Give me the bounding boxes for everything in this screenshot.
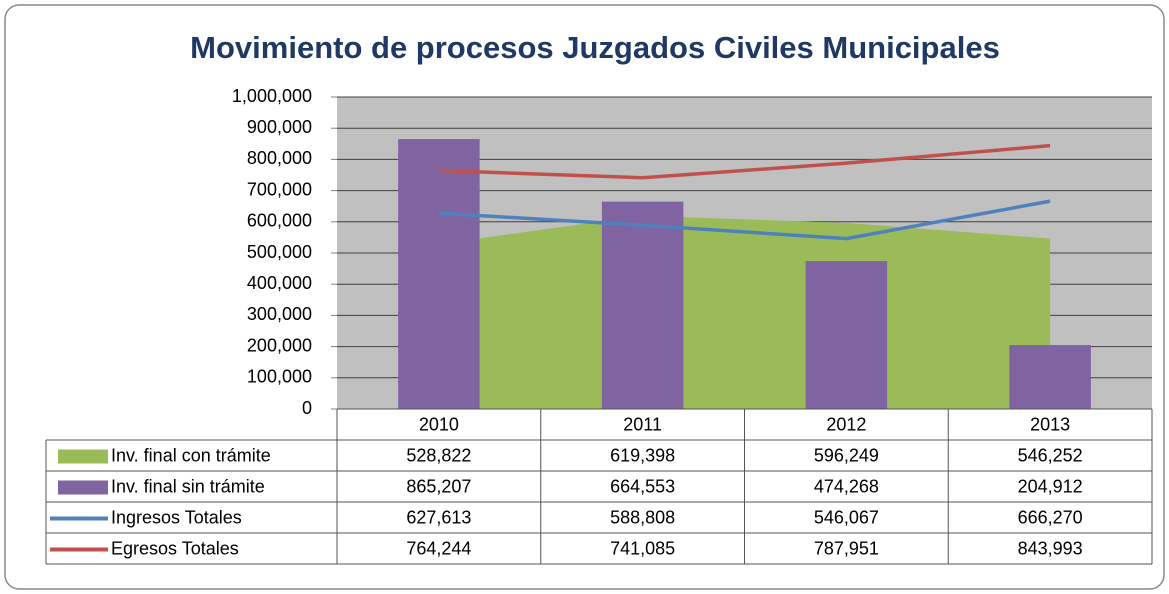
y-tick-label: 200,000: [247, 335, 312, 355]
table-value: 764,244: [406, 538, 471, 558]
line: [438, 143, 1051, 180]
area: [438, 215, 1051, 409]
table-value: 741,085: [610, 538, 675, 558]
table-value: 596,249: [814, 445, 879, 465]
legend-label: Inv. final sin trámite: [111, 476, 265, 496]
table-value: 666,270: [1018, 507, 1083, 527]
y-tick-label: 0: [302, 398, 312, 418]
table-value: 843,993: [1018, 538, 1083, 558]
table-value: 546,067: [814, 507, 879, 527]
y-tick-label: 800,000: [247, 148, 312, 168]
table-value: 787,951: [814, 538, 879, 558]
x-tick-label: 2011: [623, 414, 662, 434]
bar: [805, 261, 888, 409]
line: [438, 199, 1051, 241]
bar: [1009, 345, 1091, 409]
legend-key: [58, 480, 108, 495]
legend-key: [58, 449, 108, 464]
legend-label: Inv. final con trámite: [111, 445, 271, 465]
table-value: 474,268: [814, 476, 879, 496]
table-value: 627,613: [406, 507, 471, 527]
table-value: 865,207: [406, 476, 471, 496]
x-tick-label: 2013: [1030, 414, 1070, 434]
y-tick-label: 500,000: [247, 242, 312, 262]
table-value: 204,912: [1018, 476, 1083, 496]
y-tick-label: 700,000: [247, 179, 312, 199]
bar: [601, 201, 684, 409]
legend-label: Ingresos Totales: [111, 507, 242, 527]
table-value: 664,553: [610, 476, 675, 496]
chart-title: Movimiento de procesos Juzgados Civiles …: [190, 30, 1000, 65]
legend-label: Egresos Totales: [111, 538, 239, 558]
table-value: 619,398: [610, 445, 675, 465]
table-value: 588,808: [610, 507, 675, 527]
y-tick-label: 300,000: [247, 304, 312, 324]
table-value: 528,822: [406, 445, 471, 465]
y-tick-label: 400,000: [247, 273, 312, 293]
bar: [398, 139, 480, 409]
x-tick-label: 2012: [826, 414, 866, 434]
y-tick-label: 600,000: [247, 211, 312, 231]
table-value: 546,252: [1018, 445, 1083, 465]
y-tick-label: 900,000: [247, 117, 312, 137]
y-tick-label: 100,000: [247, 367, 312, 387]
y-tick-label: 1,000,000: [232, 86, 312, 106]
x-tick-label: 2010: [419, 414, 459, 434]
